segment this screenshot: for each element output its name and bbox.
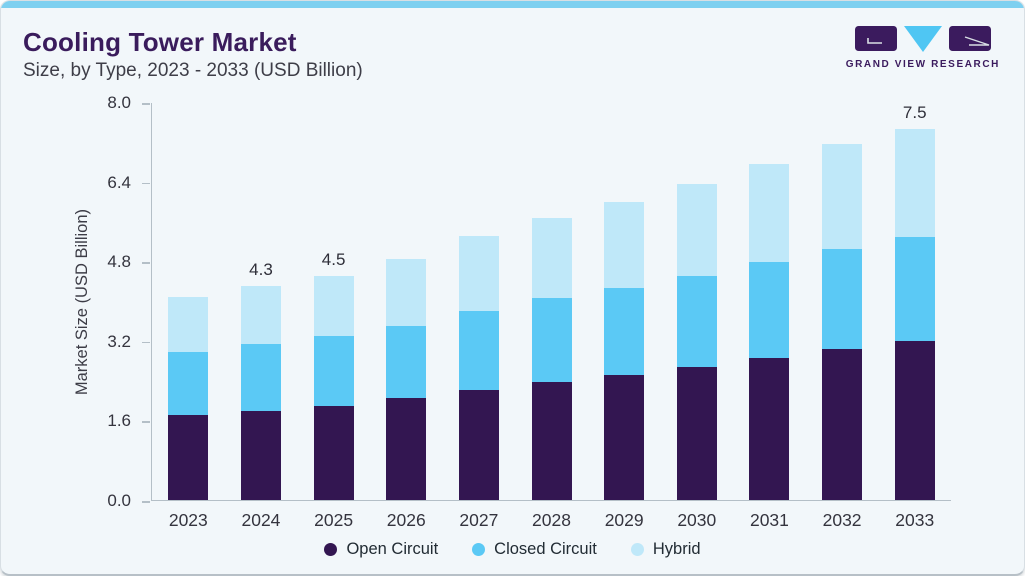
legend-item-open-circuit: Open Circuit [324,540,438,559]
bar-segment-open-circuit-2026 [386,398,427,500]
y-tick-mark [142,341,150,344]
chart-plot-area: 2023 4.3 2024 4.5 2025 2026 2027 2028 2029 2030 20… [151,103,951,530]
y-tick-mark [142,182,150,185]
bar-segment-open-circuit-2032 [822,348,863,500]
legend-dot-icon [472,543,486,556]
x-tick-label-2027: 2027 [459,510,499,530]
bar-segment-hybrid-2030 [676,184,717,276]
y-axis-tick-labels: 0.0 1.6 3.2 4.8 6.4 8.0 [1,93,141,510]
bar-group-2023: 2023 [152,103,225,530]
x-tick-label-2028: 2028 [532,510,571,530]
y-tick-label: 8.0 [107,93,131,112]
brand-logo: GRAND VIEW RESEARCH [846,26,1000,70]
x-tick-label-2026: 2026 [386,510,426,530]
bar-segment-closed-circuit-2028 [531,298,572,382]
bar-segment-closed-circuit-2024 [240,344,281,411]
bar-segment-open-circuit-2023 [168,415,209,500]
x-tick-label-2033: 2033 [895,510,935,530]
bar-segment-open-circuit-2027 [458,389,499,500]
bar-group-2033: 7.5 2033 [878,103,951,530]
y-tick-label: 1.6 [107,411,131,431]
bar-group-2028: 2028 [515,103,588,530]
y-tick-label: 3.2 [107,331,131,351]
bar-segment-closed-circuit-2033 [894,236,935,342]
bar-group-2029: 2029 [588,103,661,530]
bar-segment-hybrid-2032 [822,144,863,249]
gvr-logo-icon [854,26,991,52]
y-tick-mark [142,262,150,264]
x-tick-label-2024: 2024 [241,510,281,530]
y-tick-label: 6.4 [107,172,131,192]
x-tick-label-2023: 2023 [168,510,208,530]
bar-segment-closed-circuit-2027 [458,311,499,390]
y-tick-label: 0.0 [107,491,131,510]
x-tick-label-2025: 2025 [314,510,354,530]
bar-segment-hybrid-2023 [168,297,209,352]
bar-group-2027: 2027 [443,103,516,530]
y-tick-mark [142,421,150,423]
bar-total-label-2025: 4.5 [321,250,346,270]
x-tick-label-2030: 2030 [677,510,717,530]
bar-group-2030: 2030 [660,103,733,530]
bar-segment-closed-circuit-2029 [604,288,645,375]
bar-segment-hybrid-2026 [386,258,427,326]
legend: Open Circuit Closed Circuit Hybrid [1,540,1024,559]
legend-dot-icon [630,543,644,556]
bar-group-2026: 2026 [370,103,443,530]
legend-label: Open Circuit [346,540,439,558]
bar-group-2025: 4.5 2025 [297,103,370,530]
y-tick-mark [142,501,150,503]
x-tick-label-2029: 2029 [604,510,644,530]
bar-segment-open-circuit-2029 [604,374,645,500]
brand-name: GRAND VIEW RESEARCH [845,59,1000,70]
bar-group-2024: 4.3 2024 [225,103,298,530]
logo-g-glyph [854,26,897,51]
top-accent-strip [1,1,1024,8]
logo-r-glyph [948,26,991,51]
bar-group-2032: 2032 [806,103,879,530]
y-tick-mark [142,103,150,105]
bar-segment-hybrid-2029 [604,202,645,289]
page-subtitle: Size, by Type, 2023 - 2033 (USD Billion) [23,60,363,81]
legend-label: Hybrid [652,540,701,558]
legend-label: Closed Circuit [494,540,597,558]
bar-segment-hybrid-2028 [531,218,572,299]
y-tick-label: 4.8 [107,252,131,272]
bar-segment-open-circuit-2033 [894,341,935,500]
bar-segment-hybrid-2031 [749,163,790,262]
logo-v-glyph [903,26,942,52]
x-tick-label-2032: 2032 [822,510,862,530]
bar-total-label-2024: 4.3 [249,260,273,280]
bar-segment-hybrid-2024 [240,286,281,345]
bar-segment-closed-circuit-2032 [822,248,863,349]
bar-segment-open-circuit-2025 [313,405,354,500]
bar-segment-hybrid-2025 [313,276,354,336]
bar-segment-hybrid-2027 [458,236,499,312]
page-title: Cooling Tower Market [23,27,297,57]
legend-dot-icon [324,543,338,556]
legend-item-hybrid: Hybrid [630,540,701,559]
bar-total-label-2033: 7.5 [902,103,927,122]
x-tick-label-2031: 2031 [749,510,789,530]
bar-segment-open-circuit-2031 [749,358,790,500]
legend-item-closed-circuit: Closed Circuit [472,540,597,559]
bar-segment-open-circuit-2024 [240,410,281,500]
bar-groups: 2023 4.3 2024 4.5 2025 2026 2027 2028 2029 2030 20… [152,103,951,530]
bar-segment-closed-circuit-2026 [386,325,427,398]
bar-segment-hybrid-2033 [894,129,935,237]
bar-group-2031: 2031 [733,103,806,530]
bar-segment-closed-circuit-2023 [168,351,209,416]
bar-segment-open-circuit-2028 [531,381,572,500]
bar-segment-open-circuit-2030 [676,367,717,500]
bar-segment-closed-circuit-2025 [313,335,354,406]
bar-segment-closed-circuit-2030 [676,275,717,368]
bar-segment-closed-circuit-2031 [749,261,790,359]
